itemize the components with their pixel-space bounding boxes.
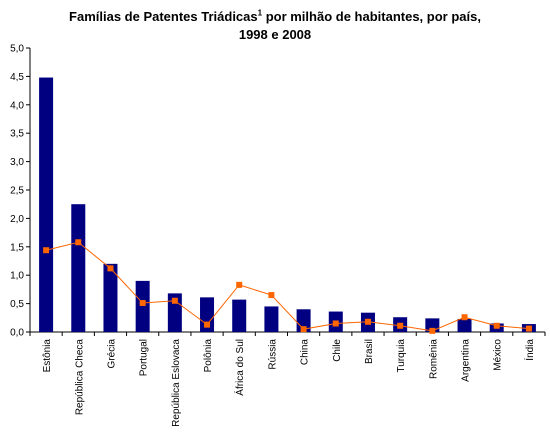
bar-China [296,309,311,332]
x-tick-label: Romênia [428,339,439,379]
x-tick-label: Índia [523,339,536,361]
bar-Argentina [457,318,472,332]
x-tick-label: Chile [332,339,343,362]
chart-title: Famílias de Patentes Triádicas1 por milh… [0,8,550,44]
line-marker-Polônia [204,321,211,328]
line-marker-Argentina [461,314,468,321]
line-marker-Portugal [139,300,146,307]
y-tick-label: 1,0 [10,271,24,282]
y-tick-label: 4,0 [10,100,24,111]
x-tick-label: Argentina [461,339,472,382]
line-marker-República Checa [75,239,82,246]
bar-África do Sul [232,299,247,332]
y-tick-label: 0,0 [10,328,24,339]
line-marker-China [300,326,307,333]
y-tick-label: 3,0 [10,157,24,168]
x-tick-label: Brasil [364,339,375,364]
bar-Romênia [425,318,440,332]
bar-Rússia [264,306,279,332]
y-tick-label: 0,5 [10,299,24,310]
line-marker-México [493,322,500,329]
bar-Polônia [200,297,215,332]
x-tick-label: República Checa [74,339,85,416]
x-tick-label: Grécia [106,339,117,369]
x-tick-label: Turquia [396,339,407,373]
line-marker-República Eslovaca [171,297,178,304]
x-tick-label: República Eslovaca [171,339,182,427]
chart-title-line2: 1998 e 2008 [238,27,312,42]
y-tick-label: 1,5 [10,242,24,253]
x-tick-label: Rússia [267,339,278,370]
line-marker-África do Sul [236,281,243,288]
x-tick-label: África do Sul [233,339,246,396]
line-series [45,241,529,332]
y-tick-label: 5,0 [10,44,24,55]
x-tick-label: México [493,339,504,371]
x-tick-label: Polônia [203,339,214,373]
bar-Grécia [103,263,118,332]
x-tick-label: Estônia [42,339,53,373]
bar-Estônia [39,77,54,332]
line-marker-Turquia [397,322,404,329]
line-marker-Rússia [268,292,275,299]
x-tick-label: Portugal [139,339,150,376]
chart-title-part2: por milhão de habitantes, por país, [262,9,481,24]
y-tick-label: 3,5 [10,129,24,140]
line-marker-Romênia [429,327,436,334]
line-marker-Estônia [43,247,50,254]
chart-title-footnote-mark: 1 [257,8,263,18]
y-tick-label: 2,5 [10,186,24,197]
y-tick-label: 2,0 [10,214,24,225]
line-marker-Chile [332,320,339,327]
line-marker-Brasil [364,318,371,325]
bar-República Checa [71,204,86,332]
line-marker-Grécia [107,265,114,272]
x-tick-label: China [300,339,311,366]
chart-title-part1: Famílias de Patentes Triádicas [69,9,258,24]
bar-Portugal [135,280,150,332]
y-tick-label: 4,5 [10,72,24,83]
line-marker-Índia [525,325,532,332]
